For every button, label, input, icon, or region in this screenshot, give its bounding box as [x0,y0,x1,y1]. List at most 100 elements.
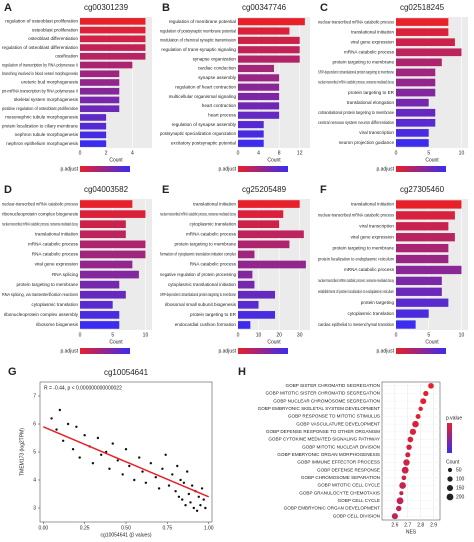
x-tick-label: 30 [297,332,303,338]
category-label: neuron projection guidance [339,140,395,145]
scatter-point [111,442,114,445]
panel-letter: E [162,184,169,196]
x-tick-label: 5 [111,332,114,338]
category-label: translational initiation [193,201,236,206]
scatter-point [61,439,65,442]
category-label: skeletal system morphogenesis [14,97,79,102]
x-axis-title: Count [267,157,281,163]
bar [238,27,290,35]
scatter-point [58,408,62,412]
category-label: modulation of chemical synaptic transmis… [160,38,236,43]
bar [80,240,146,249]
category-label: regulation of osteoblast proliferation [5,19,78,24]
dot [401,475,407,481]
plot-background [396,199,468,330]
category-label: cytoplasmic translation [348,311,395,316]
x-tick-label: 0 [79,150,82,156]
legend-title: p.adjust [60,348,78,354]
y-tick-label: 7 [33,393,36,399]
x-axis-title: Count [267,339,281,345]
x-axis-title: Count [425,157,439,163]
category-label: regulation of osteoblast differentiation [2,45,78,50]
x-tick-label: 2.9 [430,522,437,528]
category-label: regulation of transcription by RNA polym… [2,62,78,67]
bar [80,26,146,34]
panel-letter: F [320,184,327,196]
bar [396,68,436,77]
bar [80,18,146,25]
category-label: mRNA catabolic process [28,242,79,247]
category-label: nuclear-transcribed mRNA catabolic proce… [318,213,395,218]
category-label: synapse assembly [198,75,236,80]
category-label: GOBP GRANULOCYTE CHEMOTAXIS [299,490,380,495]
panel-title: cg10054641 [104,368,149,377]
category-label: endocardial cushion formation [175,322,237,327]
category-label: negative regulation of protein processin… [160,272,236,277]
category-label: protein targeting to membrane [332,245,394,250]
bar [238,260,306,269]
scatter-point [195,509,199,512]
bar [396,139,429,147]
category-label: regulation of membrane potential [169,19,236,24]
bar [396,98,429,107]
scatter-point [157,487,161,490]
bar [80,311,120,319]
bar [396,276,442,286]
category-label: GOBP MITOTIC SISTER CHROMATID SEGREGATIO… [265,391,380,396]
scatter-point [108,467,111,470]
x-tick-label: 10 [256,332,262,338]
bar [80,131,107,139]
bar [80,35,146,43]
category-label: GOBP SISTER CHROMATID SEGREGATION [286,383,380,388]
category-label: protein targeting to ER [190,312,237,317]
bar [80,280,120,289]
bar [238,300,259,309]
legend-dot [447,467,453,473]
panel-title: cg27305460 [400,185,445,194]
bar [238,18,305,26]
bar [238,200,300,208]
category-label: mRNA catabolic process [344,267,395,272]
x-tick-label: 10 [459,150,465,156]
category-label: viral transcription [359,130,394,135]
scatter-point [167,484,171,487]
category-label: translational initiation [351,29,394,34]
x-tick-label: 2.7 [404,522,411,528]
legend-label: 150 [456,485,465,491]
panel-letter: A [4,2,12,14]
scatter-point [91,462,95,465]
x-axis-title: NES [406,529,417,535]
category-label: cardiac epithelial to mesenchymal transi… [318,322,394,327]
legend-label: 100 [456,476,465,482]
category-label: GOBP RESPONSE TO MITOTIC STIMULUS [288,414,380,419]
bar [396,88,436,97]
bar [396,58,442,67]
legend-dot [446,493,454,501]
dot [396,497,404,505]
y-tick-label: 5 [33,449,36,455]
scatter-point [50,417,53,420]
category-label: nuclear-transcribed mRNA catabolic proce… [318,19,395,24]
bar [396,38,455,47]
category-label: formation of cytoplasmic translation ini… [160,252,236,257]
bar [80,87,120,95]
scatter-point [197,495,200,498]
scatter-point [174,490,177,493]
bar [80,140,107,147]
category-label: osteoblast differentiation [28,36,78,41]
category-label: regulation of heart contraction [175,84,236,89]
dot [409,428,417,435]
scatter-point [177,495,181,498]
scatter-point [71,448,75,451]
category-label: mRNA catabolic process [344,49,395,54]
bar [238,230,304,239]
x-tick-label: 2.6 [391,522,398,528]
x-tick-label: 0 [395,332,398,338]
category-label: ossification [55,54,78,59]
scatter-point [200,487,204,490]
x-tick-label: 20 [276,332,282,338]
bar [80,250,146,259]
scatter-point [78,456,81,459]
category-label: translational initiation [35,231,78,236]
